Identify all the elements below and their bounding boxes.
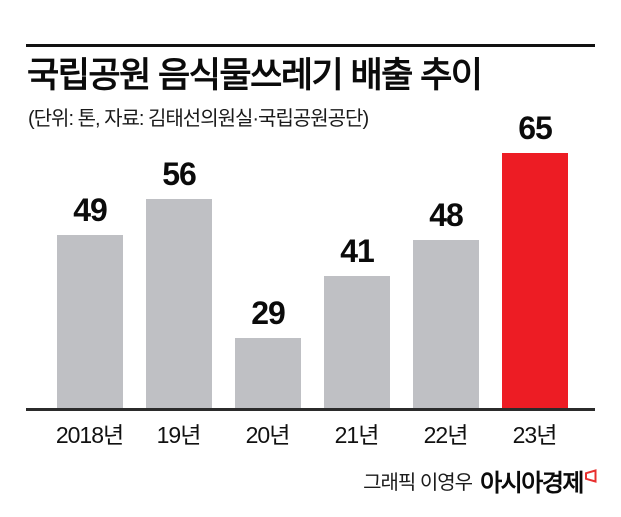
x-axis-label: 22년: [423, 422, 469, 448]
x-axis-line: [26, 408, 595, 411]
bar-value-label: 56: [162, 156, 197, 192]
brand-logo-text: 아시아경제: [480, 470, 584, 497]
bar-value-label: 65: [518, 110, 553, 146]
bar-value-label: 41: [340, 233, 375, 269]
bar-value-label: 49: [73, 192, 108, 228]
bar: [57, 235, 123, 408]
bar-highlighted: [502, 153, 568, 408]
bar-group: 49: [57, 194, 123, 408]
x-axis-labels-row: 2018년 19년 20년 21년 22년 23년: [45, 416, 579, 450]
chart-subtitle: (단위: 톤, 자료: 김태선의원실·국립공원공단): [28, 108, 369, 130]
chart-title: 국립공원 음식물쓰레기 배출 추이: [27, 56, 483, 95]
credit-line: 그래픽 이영우 아시아경제: [363, 466, 597, 496]
brand-logo-icon: [585, 469, 597, 483]
top-rule-divider: [26, 44, 595, 47]
x-axis-label: 2018년: [55, 422, 124, 448]
bar-chart-plot-area: 49 56 29 41 48 65: [57, 78, 568, 408]
graphic-credit-text: 그래픽 이영우: [363, 472, 473, 494]
bar-value-label: 48: [429, 197, 464, 233]
bar-group: 48: [413, 199, 479, 408]
bar: [235, 338, 301, 408]
x-axis-label: 21년: [334, 422, 380, 448]
bar-group: 56: [146, 158, 212, 408]
bar-group: 41: [324, 235, 390, 408]
bar: [324, 276, 390, 408]
bar-group: 65: [502, 112, 568, 408]
x-axis-label: 19년: [156, 422, 202, 448]
bar-group: 29: [235, 297, 301, 408]
x-axis-label: 23년: [512, 422, 558, 448]
bar: [146, 199, 212, 408]
bar: [413, 240, 479, 408]
x-axis-label: 20년: [245, 422, 291, 448]
bar-value-label: 29: [251, 295, 286, 331]
